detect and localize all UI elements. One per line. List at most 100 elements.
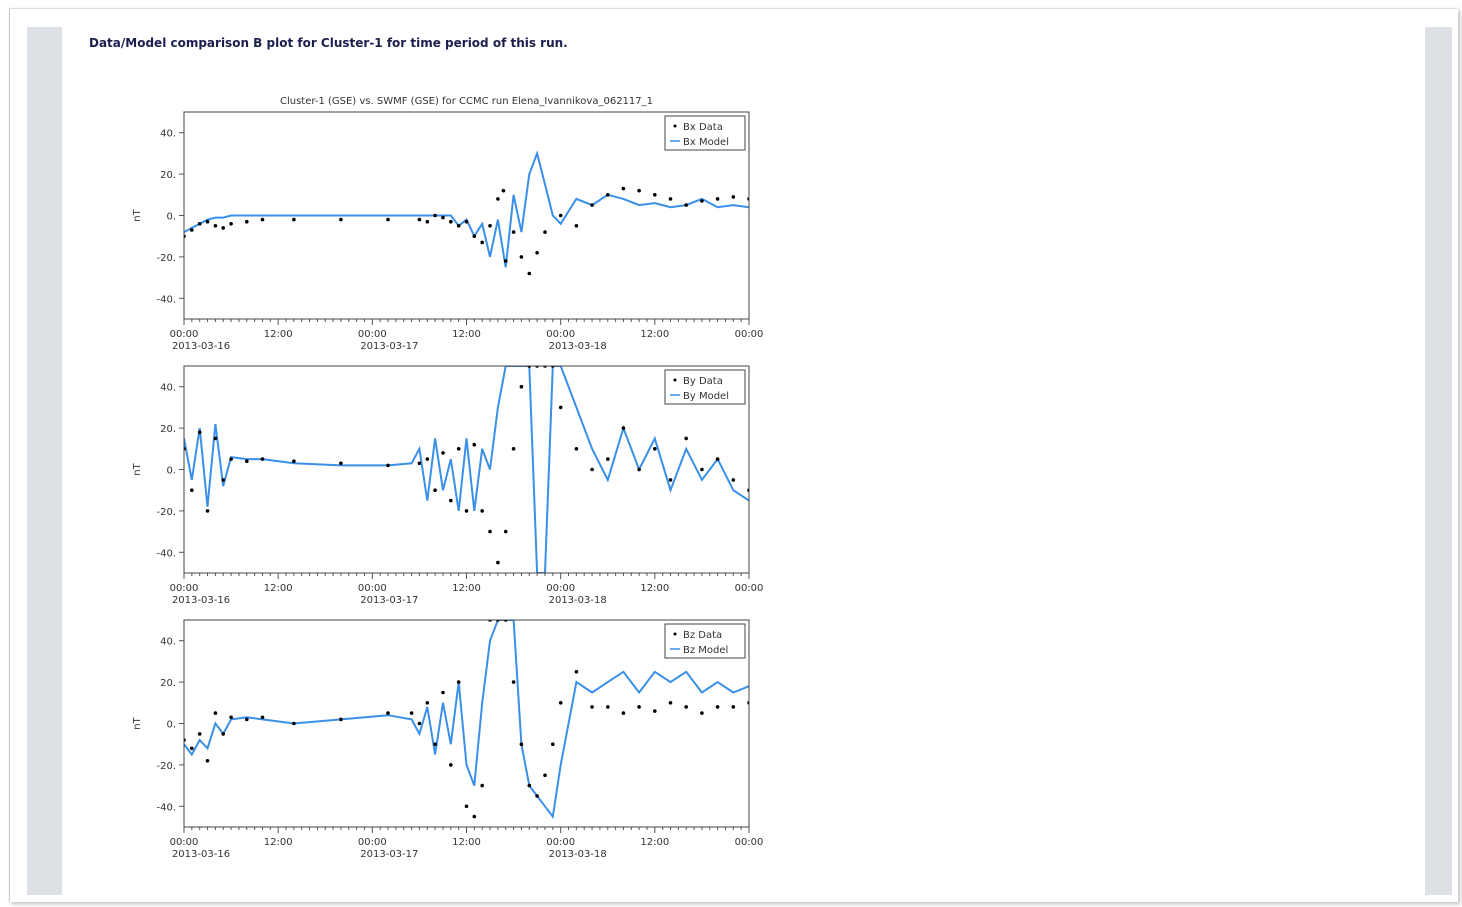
data-point [480, 783, 485, 788]
data-point [511, 447, 516, 451]
y-tick-label: 40. [160, 637, 176, 648]
data-point [229, 715, 233, 720]
data-point [480, 240, 485, 245]
data-point [503, 529, 508, 534]
legend: Bx Data Bx Model [664, 115, 746, 151]
legend-data-marker [673, 378, 677, 382]
data-point [496, 560, 500, 565]
data-point [456, 224, 461, 228]
data-point [197, 732, 202, 736]
data-point [637, 467, 641, 472]
data-point [519, 742, 524, 746]
data-point [433, 742, 437, 746]
data-point [292, 721, 296, 726]
x-tick-label-time: 00:00 [358, 329, 387, 340]
y-tick-label: -40. [156, 548, 176, 559]
data-point [503, 259, 508, 263]
y-tick-label: 0. [166, 466, 176, 477]
data-point [213, 436, 218, 441]
left-rail [27, 27, 62, 895]
x-tick-label-date: 2013-03-18 [549, 341, 607, 352]
data-point [668, 478, 673, 482]
data-point [511, 230, 516, 234]
data-point [425, 701, 430, 705]
data-point [425, 219, 430, 224]
data-point [190, 488, 194, 493]
data-point [480, 509, 485, 513]
plot-frame [183, 365, 750, 574]
data-point [700, 199, 704, 203]
data-point [684, 705, 688, 709]
x-tick-label-time: 12:00 [452, 329, 481, 340]
data-point [221, 226, 225, 230]
plot-frame [183, 619, 750, 828]
data-point [205, 509, 210, 513]
y-tick-label: 20. [160, 424, 176, 435]
data-point [190, 746, 194, 751]
data-point [668, 701, 673, 705]
series-model-line [184, 620, 749, 820]
x-tick-label-date: 2013-03-17 [360, 341, 418, 352]
data-point [511, 680, 516, 684]
data-point [472, 814, 477, 819]
data-point [621, 711, 626, 715]
chart-title: Cluster-1 (GSE) vs. SWMF (GSE) for CCMC … [280, 96, 653, 107]
data-point [621, 426, 626, 430]
data-point [339, 217, 343, 222]
data-point [197, 430, 202, 435]
y-axis-label: nT [132, 716, 143, 729]
data-point [558, 405, 563, 410]
legend-entry-data: By Data [683, 376, 723, 387]
x-tick-label-date: 2013-03-16 [172, 849, 230, 860]
data-point [386, 217, 390, 222]
page-frame [9, 8, 1458, 902]
data-point [456, 447, 461, 451]
data-point [464, 219, 469, 224]
x-tick-label-date: 2013-03-17 [360, 849, 418, 860]
data-point [245, 717, 249, 722]
data-point [501, 188, 506, 193]
y-axis-label: nT [132, 462, 143, 475]
data-point [527, 783, 532, 788]
data-point [519, 384, 524, 389]
y-tick-label: 0. [166, 212, 176, 223]
plot-area [184, 150, 749, 276]
data-point [574, 670, 579, 674]
data-point [417, 721, 422, 726]
data-point [590, 467, 594, 472]
data-point [551, 742, 555, 746]
data-point [558, 213, 563, 218]
legend: By Data By Model [664, 369, 746, 405]
data-point [535, 794, 539, 798]
data-point [731, 705, 736, 709]
data-point [229, 457, 233, 461]
x-tick-label-time: 12:00 [640, 329, 669, 340]
y-tick-label: 20. [160, 170, 176, 181]
plot-caption: Data/Model comparison B plot for Cluster… [89, 36, 568, 50]
x-tick-label-time: 00:00 [546, 837, 575, 848]
data-point [260, 715, 265, 720]
legend-entry-model: Bx Model [683, 137, 729, 148]
x-tick-label-time: 12:00 [452, 583, 481, 594]
data-point [543, 773, 547, 778]
data-point [205, 219, 210, 224]
y-tick-label: 20. [160, 678, 176, 689]
data-point [488, 224, 492, 228]
y-tick-label: 40. [160, 129, 176, 140]
data-point [574, 224, 579, 228]
y-tick-label: -20. [156, 253, 176, 264]
subplot-1: Cluster-1 (GSE) vs. SWMF (GSE) for CCMC … [132, 96, 763, 352]
data-point [433, 488, 437, 493]
x-tick-label-time: 00:00 [170, 837, 199, 848]
data-point [292, 459, 296, 464]
data-point [731, 195, 736, 199]
data-point [519, 255, 524, 259]
data-point [700, 711, 704, 715]
data-point [472, 234, 477, 238]
data-point [205, 759, 210, 763]
data-point [590, 705, 594, 709]
data-point [496, 197, 500, 201]
data-point [260, 457, 265, 461]
data-point [245, 219, 249, 224]
